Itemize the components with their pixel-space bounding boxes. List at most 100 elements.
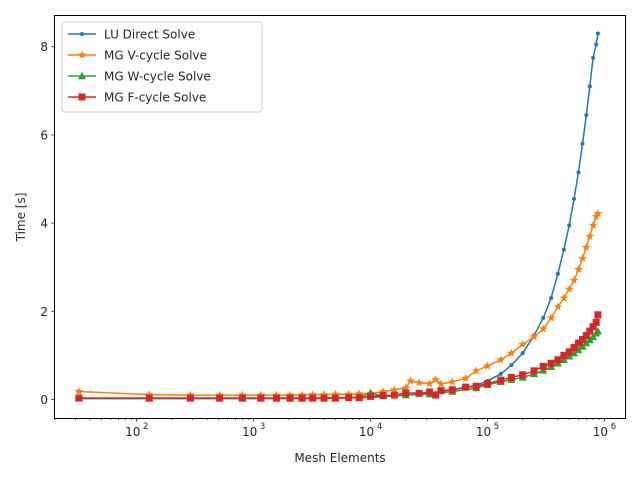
data-point xyxy=(507,373,515,381)
data-point xyxy=(554,356,562,364)
data-point xyxy=(559,293,569,302)
data-point xyxy=(431,375,440,384)
data-point xyxy=(402,389,410,397)
x-tick-exponent: 6 xyxy=(611,422,616,432)
data-point xyxy=(594,42,599,47)
x-axis: 10 2 10 3 10 4 10 5 10 6 xyxy=(54,418,616,439)
data-point xyxy=(509,363,514,368)
data-point xyxy=(415,389,423,397)
data-point xyxy=(344,389,353,398)
data-point xyxy=(462,383,470,391)
legend-box xyxy=(61,21,263,113)
data-point xyxy=(298,394,306,402)
data-point xyxy=(561,247,566,252)
data-point xyxy=(593,208,603,218)
legend-item: MG W-cycle Solve xyxy=(68,70,211,84)
data-point xyxy=(547,359,555,367)
legend: LU Direct Solve MG V-cycle Solve MG W-cycl… xyxy=(61,21,263,113)
data-point xyxy=(257,394,265,402)
series-4 xyxy=(75,311,602,402)
data-point xyxy=(578,253,587,263)
data-point xyxy=(331,394,339,402)
data-point xyxy=(586,327,594,335)
data-point xyxy=(414,378,424,387)
data-point xyxy=(309,394,317,402)
y-tick-label: 8 xyxy=(40,40,48,54)
y-tick-label: 0 xyxy=(40,393,48,407)
data-point xyxy=(555,271,560,276)
legend-swatch-marker xyxy=(80,32,84,36)
data-point xyxy=(461,373,470,382)
data-point xyxy=(401,383,411,392)
data-point xyxy=(595,31,600,36)
data-point xyxy=(496,355,506,364)
data-point xyxy=(574,339,582,347)
data-point xyxy=(145,394,153,402)
data-point xyxy=(379,392,387,400)
data-point xyxy=(546,313,556,322)
data-point xyxy=(483,361,492,370)
legend-label: MG F-cycle Solve xyxy=(104,91,206,105)
data-point xyxy=(589,323,597,331)
axes-frame xyxy=(54,15,626,419)
data-point xyxy=(216,394,224,402)
data-point xyxy=(549,296,554,301)
x-tick-label: 10 xyxy=(476,425,491,439)
y-tick-label: 6 xyxy=(40,128,48,142)
x-tick-label: 10 xyxy=(593,425,608,439)
data-point xyxy=(436,379,446,388)
data-point xyxy=(483,380,491,388)
legend-swatch-marker xyxy=(78,71,86,80)
x-tick-label: 10 xyxy=(125,425,140,439)
data-point xyxy=(529,332,539,341)
data-point xyxy=(539,324,548,333)
x-tick-exponent: 5 xyxy=(494,422,499,432)
data-point xyxy=(553,302,563,311)
data-point xyxy=(355,394,363,402)
data-point xyxy=(498,371,503,376)
data-point xyxy=(574,264,583,274)
data-point xyxy=(585,231,595,240)
y-tick-label: 2 xyxy=(40,305,48,319)
data-point xyxy=(471,366,481,375)
legend-label: MG V-cycle Solve xyxy=(104,49,207,63)
legend-label: MG W-cycle Solve xyxy=(104,70,211,84)
data-point xyxy=(572,196,577,201)
x-tick-exponent: 2 xyxy=(143,422,148,432)
data-point xyxy=(569,275,579,285)
plot-area xyxy=(74,31,603,402)
data-point xyxy=(591,55,596,60)
data-point xyxy=(426,388,434,396)
x-tick-label: 10 xyxy=(242,425,257,439)
y-tick-label: 4 xyxy=(40,217,48,231)
x-axis-label: Mesh Elements xyxy=(294,451,385,465)
data-point xyxy=(345,394,353,402)
data-point xyxy=(582,242,591,251)
legend-swatch-marker xyxy=(77,50,87,59)
data-point xyxy=(320,394,328,402)
data-point xyxy=(559,355,568,363)
data-point xyxy=(437,387,445,395)
data-point xyxy=(582,332,590,340)
data-point xyxy=(564,284,574,293)
data-point xyxy=(390,385,399,394)
y-axis-label: Time [s] xyxy=(14,193,28,243)
data-point xyxy=(541,315,546,320)
data-point xyxy=(565,348,573,356)
data-point xyxy=(560,351,568,359)
data-point xyxy=(367,392,375,400)
x-tick-exponent: 3 xyxy=(260,422,265,432)
data-point xyxy=(584,113,589,118)
data-point xyxy=(74,387,84,396)
data-point xyxy=(576,170,581,175)
data-point xyxy=(574,345,583,354)
data-point xyxy=(520,351,525,356)
data-point xyxy=(75,394,83,402)
data-point xyxy=(448,386,456,394)
data-point xyxy=(588,220,598,229)
data-point xyxy=(587,84,592,89)
data-point xyxy=(507,348,516,357)
data-point xyxy=(519,371,527,379)
data-point xyxy=(432,391,440,399)
